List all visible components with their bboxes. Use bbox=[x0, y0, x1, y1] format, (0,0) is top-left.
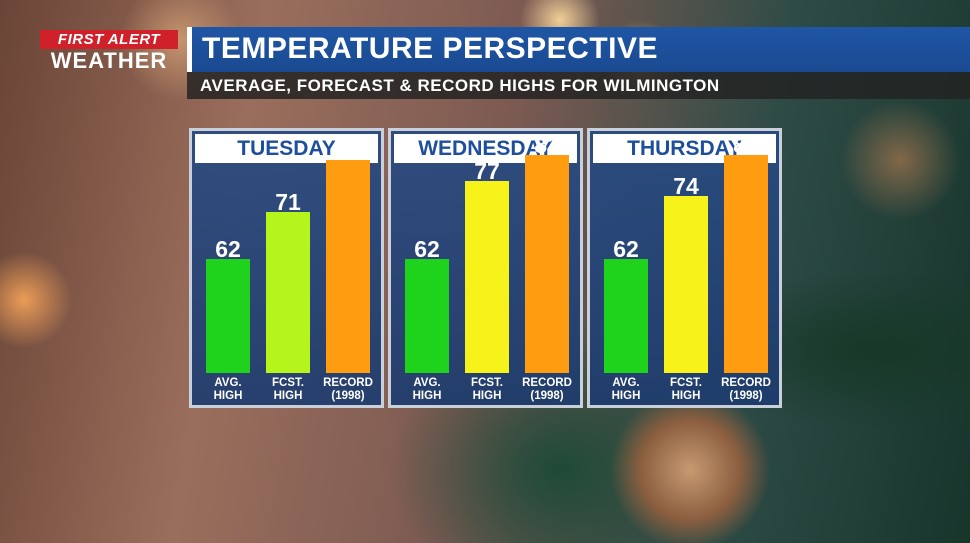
panel-day-label: TUESDAY bbox=[195, 134, 378, 163]
bar-value-label: 77 bbox=[474, 157, 500, 184]
bar-value-label: 81 bbox=[335, 136, 361, 163]
first-alert-weather-logo: FIRST ALERT WEATHER bbox=[40, 30, 178, 72]
page-subtitle: AVERAGE, FORECAST & RECORD HIGHS FOR WIL… bbox=[200, 76, 720, 95]
bar-value-label: 82 bbox=[534, 131, 560, 158]
category-label-line: HIGH bbox=[611, 390, 641, 402]
category-label-line: (1998) bbox=[729, 390, 763, 402]
bar-avg-high bbox=[604, 258, 648, 373]
bar-value-label: 82 bbox=[733, 131, 759, 158]
category-label-line: RECORD bbox=[721, 377, 771, 389]
category-label-line: HIGH bbox=[213, 390, 243, 402]
panel-tuesday: TUESDAY 62 AVG. HIGH 71 FCST. HIGH 81 RECORD (199… bbox=[189, 128, 384, 408]
category-label: RECORD (1998) bbox=[514, 377, 580, 403]
category-label: AVG. HIGH bbox=[394, 377, 460, 403]
logo-first-alert: FIRST ALERT bbox=[40, 30, 178, 49]
category-label: AVG. HIGH bbox=[593, 377, 659, 403]
category-label: AVG. HIGH bbox=[195, 377, 261, 403]
category-label-line: AVG. bbox=[612, 377, 640, 389]
category-label-line: FCST. bbox=[272, 377, 304, 389]
bar-value-label: 74 bbox=[673, 173, 699, 200]
page-title: TEMPERATURE PERSPECTIVE bbox=[202, 32, 659, 65]
bar-value-label: 62 bbox=[613, 235, 639, 262]
panel-thursday: THURSDAY 62 AVG. HIGH 74 FCST. HIGH 82 RECORD (19… bbox=[587, 128, 782, 408]
bar-record bbox=[724, 154, 768, 373]
category-label-line: RECORD bbox=[522, 377, 572, 389]
bar-fcst-high bbox=[465, 180, 509, 373]
category-label-line: HIGH bbox=[671, 390, 701, 402]
bar-avg-high bbox=[206, 258, 250, 373]
bar-record bbox=[525, 154, 569, 373]
bar-fcst-high bbox=[664, 196, 708, 373]
bar-value-label: 71 bbox=[275, 188, 301, 215]
bar-fcst-high bbox=[266, 211, 310, 373]
bar-record bbox=[326, 159, 370, 373]
category-label-line: AVG. bbox=[214, 377, 242, 389]
bar-value-label: 62 bbox=[215, 235, 241, 262]
category-label-line: HIGH bbox=[472, 390, 502, 402]
panel-day-label: WEDNESDAY bbox=[394, 134, 577, 163]
category-label-line: AVG. bbox=[413, 377, 441, 389]
panel-wednesday: WEDNESDAY 62 AVG. HIGH 77 FCST. HIGH 82 RECORD (1… bbox=[388, 128, 583, 408]
bar-value-label: 62 bbox=[414, 235, 440, 262]
subtitle-bar: AVERAGE, FORECAST & RECORD HIGHS FOR WIL… bbox=[187, 72, 970, 99]
category-label: RECORD (1998) bbox=[315, 377, 381, 403]
category-label-line: FCST. bbox=[670, 377, 702, 389]
category-label: FCST. HIGH bbox=[255, 377, 321, 403]
category-label-line: HIGH bbox=[273, 390, 303, 402]
category-label-line: (1998) bbox=[530, 390, 564, 402]
category-label-line: HIGH bbox=[412, 390, 442, 402]
category-label: FCST. HIGH bbox=[653, 377, 719, 403]
bar-avg-high bbox=[405, 258, 449, 373]
category-label: RECORD (1998) bbox=[713, 377, 779, 403]
category-label-line: FCST. bbox=[471, 377, 503, 389]
title-bar: TEMPERATURE PERSPECTIVE bbox=[187, 27, 970, 72]
logo-weather: WEATHER bbox=[50, 48, 168, 73]
category-label-line: (1998) bbox=[331, 390, 365, 402]
category-label: FCST. HIGH bbox=[454, 377, 520, 403]
category-label-line: RECORD bbox=[323, 377, 373, 389]
